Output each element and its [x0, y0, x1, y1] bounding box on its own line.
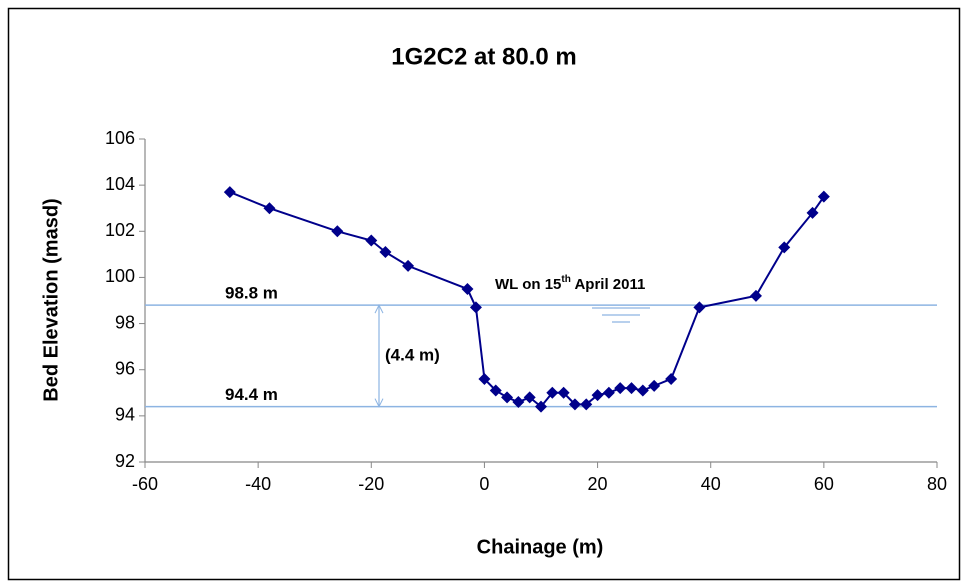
marker — [580, 398, 593, 411]
marker — [478, 372, 491, 385]
y-tick-label: 104 — [105, 174, 135, 194]
x-tick-label: -60 — [132, 474, 158, 494]
marker — [778, 241, 791, 254]
reference-label: 94.4 m — [225, 385, 278, 404]
x-tick-label: -20 — [358, 474, 384, 494]
marker — [557, 386, 570, 399]
marker — [489, 384, 502, 397]
y-tick-label: 100 — [105, 266, 135, 286]
marker — [461, 282, 474, 295]
y-tick-label: 92 — [115, 451, 135, 471]
chart-title: 1G2C2 at 80.0 m — [391, 43, 576, 70]
y-tick-label: 96 — [115, 358, 135, 378]
y-tick-label: 106 — [105, 128, 135, 148]
x-tick-label: 80 — [927, 474, 947, 494]
y-tick-label: 94 — [115, 405, 135, 425]
marker — [693, 301, 706, 314]
wl-text: April 2011 — [571, 276, 646, 293]
marker — [749, 289, 762, 302]
marker — [636, 384, 649, 397]
marker — [602, 386, 615, 399]
marker — [648, 379, 661, 392]
y-tick-label: 98 — [115, 312, 135, 332]
marker — [591, 389, 604, 402]
marker — [523, 391, 536, 404]
y-axis-label: Bed Elevation (masd) — [40, 198, 62, 401]
marker — [223, 186, 236, 199]
marker — [512, 396, 525, 409]
marker — [806, 206, 819, 219]
marker — [665, 372, 678, 385]
water-level-label: WL on 15th April 2011 — [495, 274, 645, 293]
marker — [379, 246, 392, 259]
marker — [331, 225, 344, 238]
arrow-head — [374, 398, 384, 408]
x-tick-label: 60 — [814, 474, 834, 494]
reference-label: 98.8 m — [225, 284, 278, 303]
marker — [501, 391, 514, 404]
marker — [263, 202, 276, 215]
depth-label: (4.4 m) — [385, 345, 440, 364]
marker — [365, 234, 378, 247]
x-tick-label: 20 — [588, 474, 608, 494]
marker — [568, 398, 581, 411]
marker — [817, 190, 830, 203]
marker — [625, 382, 638, 395]
x-tick-label: -40 — [245, 474, 271, 494]
marker — [546, 386, 559, 399]
wl-sup: th — [561, 274, 570, 285]
water-symbol — [592, 307, 650, 323]
marker — [469, 301, 482, 314]
marker — [402, 259, 415, 272]
x-tick-label: 40 — [701, 474, 721, 494]
x-tick-label: 0 — [479, 474, 489, 494]
x-axis-label: Chainage (m) — [477, 536, 604, 558]
arrow-head — [374, 303, 384, 314]
wl-text: WL on 15 — [495, 276, 561, 293]
chart-border — [7, 7, 961, 581]
marker — [614, 382, 627, 395]
y-tick-label: 102 — [105, 220, 135, 240]
marker — [535, 400, 547, 413]
